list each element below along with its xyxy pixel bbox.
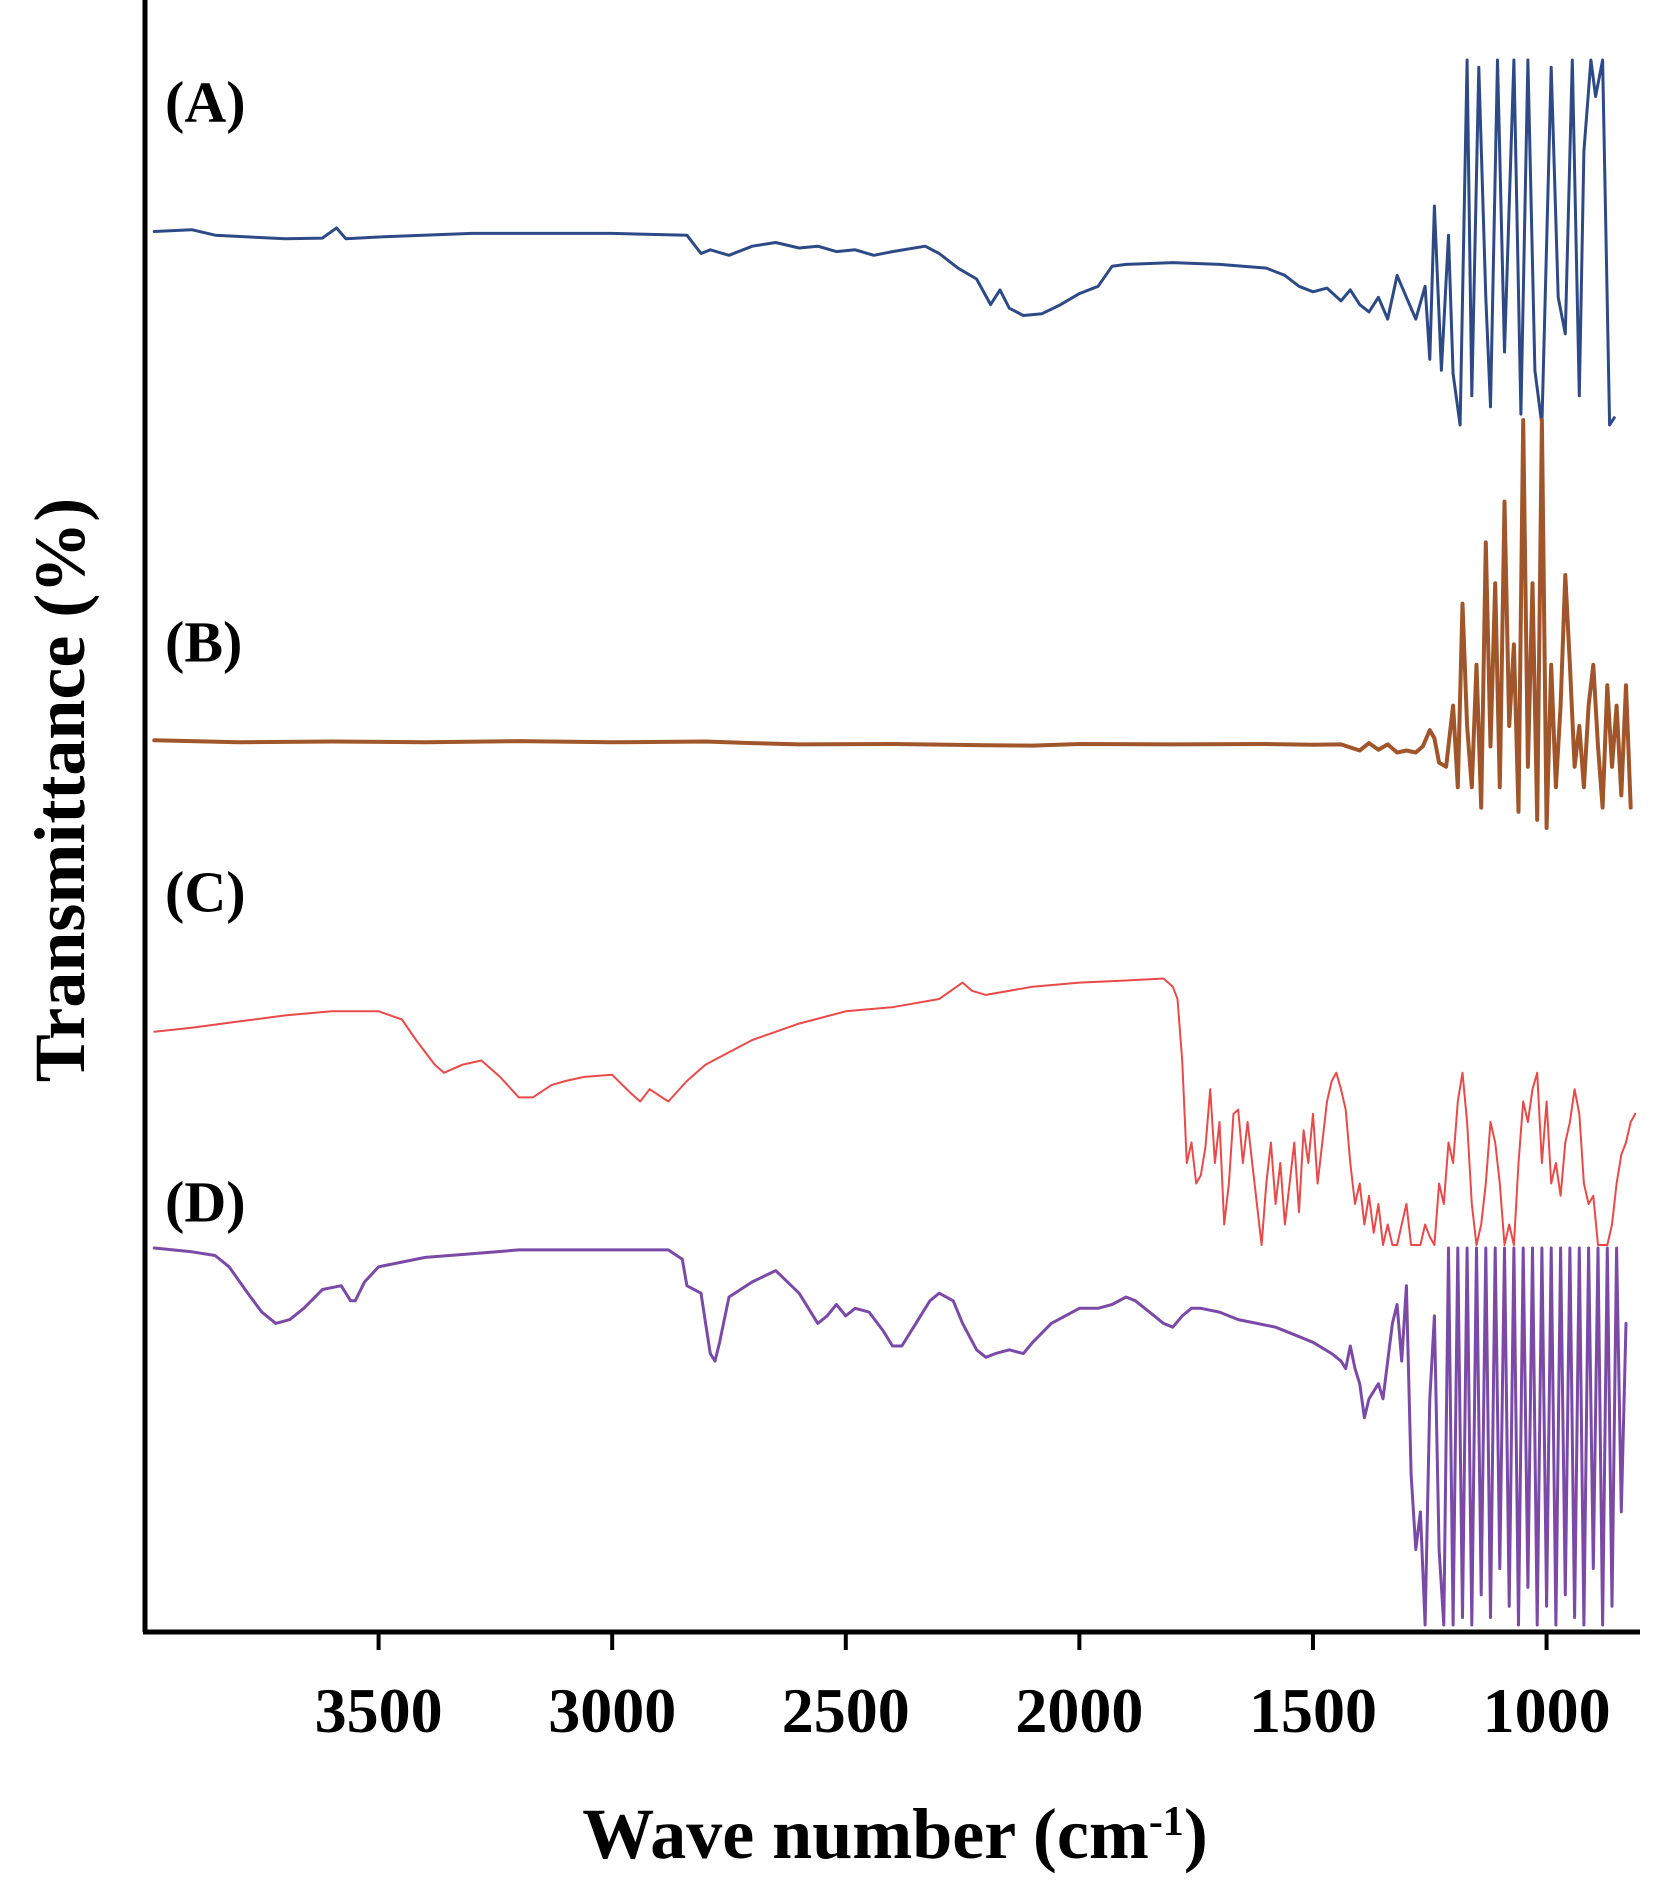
x-tick-label: 2000: [1015, 1675, 1143, 1746]
panel-label-a: (A): [165, 70, 246, 135]
x-axis-title-main: Wave number (cm: [582, 1794, 1149, 1874]
x-axis-title-sup: -1: [1149, 1799, 1184, 1845]
x-axis-title: Wave number (cm-1): [582, 1794, 1208, 1874]
series-line-c: [153, 977, 1637, 1246]
panel-labels: (A) (B) (C) (D): [165, 70, 246, 1235]
x-tick-label: 3500: [315, 1675, 443, 1746]
x-tick-label: 1500: [1249, 1675, 1377, 1746]
panel-label-c: (C): [165, 860, 246, 925]
series-group: [152, 58, 1637, 1627]
x-tick-label: 3000: [548, 1675, 676, 1746]
panel-label-d: (D): [165, 1170, 246, 1235]
x-tick-label: 2500: [782, 1675, 910, 1746]
series-line-a: [152, 58, 1616, 427]
x-tick-label: 1000: [1483, 1675, 1611, 1746]
series-line-b: [152, 418, 1633, 830]
x-axis-ticks: 3500 3000 2500 2000 1500 1000: [315, 1632, 1611, 1746]
x-axis-title-end: ): [1184, 1794, 1208, 1874]
series-line-d: [152, 1246, 1628, 1627]
y-axis-title: Transmittance (%): [20, 498, 100, 1083]
panel-label-b: (B): [165, 610, 242, 675]
